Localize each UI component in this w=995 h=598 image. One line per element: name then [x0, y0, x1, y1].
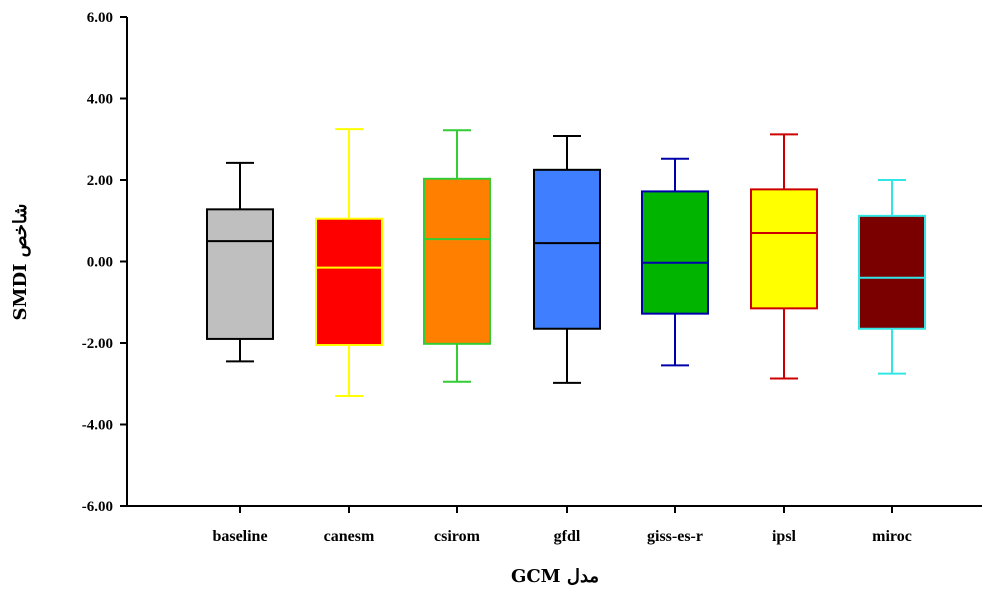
x-tick-label: miroc	[872, 528, 912, 545]
y-axis-title: SMDI شاخص	[10, 204, 31, 321]
y-tick-label: -6.00	[82, 499, 113, 515]
box-csirom	[423, 129, 491, 383]
box-baseline	[206, 161, 274, 363]
x-tick-label: csirom	[434, 528, 481, 545]
x-axis-tick-labels: baseline canesm csirom gfdl giss-es-r ipsl mir…	[212, 506, 912, 545]
box-body	[750, 188, 818, 310]
box-miroc	[858, 179, 926, 375]
y-tick-label: -2.00	[82, 336, 113, 352]
box-gfdl	[533, 134, 601, 384]
box-body	[641, 190, 709, 315]
box-body	[423, 177, 491, 345]
x-tick-label: gfdl	[554, 528, 581, 545]
y-tick-label: 2.00	[87, 173, 113, 189]
boxes-group	[206, 128, 926, 397]
y-axis-ticks: 6.00 4.00 2.00 0.00 -2.00 -4.00 -6.00	[82, 10, 127, 515]
y-tick-label: -4.00	[82, 418, 113, 434]
box-giss-es-r	[641, 157, 709, 367]
x-tick-label: ipsl	[772, 528, 797, 545]
y-tick-label: 4.00	[87, 92, 113, 108]
box-body	[858, 214, 926, 330]
box-canesm	[315, 128, 383, 397]
y-tick-label: 6.00	[87, 10, 113, 26]
x-axis-title: GCM مدل	[511, 566, 599, 587]
box-body	[206, 208, 274, 340]
box-body	[533, 168, 601, 330]
y-tick-label: 0.00	[87, 255, 113, 271]
x-tick-label: canesm	[324, 528, 375, 545]
box-body	[315, 217, 383, 347]
x-tick-label: giss-es-r	[647, 528, 703, 545]
box-ipsl	[750, 133, 818, 380]
x-tick-label: baseline	[212, 528, 267, 545]
